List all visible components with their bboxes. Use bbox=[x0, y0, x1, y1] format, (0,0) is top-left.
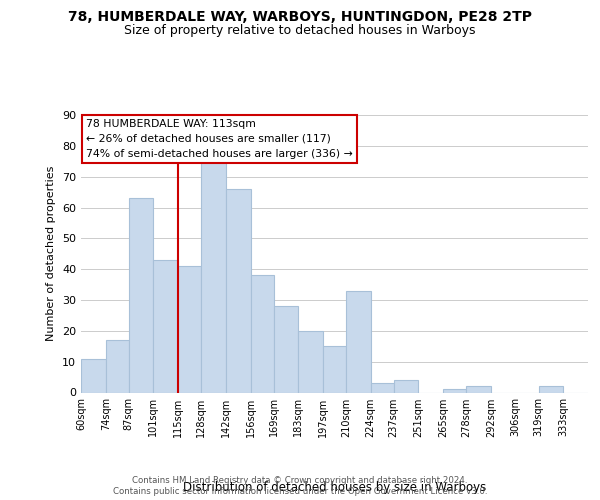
Bar bbox=[371, 383, 394, 392]
Bar bbox=[274, 306, 298, 392]
Text: Size of property relative to detached houses in Warboys: Size of property relative to detached ho… bbox=[124, 24, 476, 37]
Bar bbox=[298, 331, 323, 392]
X-axis label: Distribution of detached houses by size in Warboys: Distribution of detached houses by size … bbox=[183, 481, 486, 494]
Bar bbox=[539, 386, 563, 392]
Text: 78, HUMBERDALE WAY, WARBOYS, HUNTINGDON, PE28 2TP: 78, HUMBERDALE WAY, WARBOYS, HUNTINGDON,… bbox=[68, 10, 532, 24]
Bar bbox=[128, 198, 154, 392]
Text: Contains HM Land Registry data © Crown copyright and database right 2024.: Contains HM Land Registry data © Crown c… bbox=[132, 476, 468, 485]
Bar bbox=[226, 189, 251, 392]
Bar bbox=[81, 358, 106, 392]
Bar bbox=[443, 390, 466, 392]
Bar bbox=[346, 291, 371, 392]
Bar bbox=[323, 346, 346, 393]
Bar bbox=[178, 266, 201, 392]
Bar bbox=[201, 161, 226, 392]
Text: Contains public sector information licensed under the Open Government Licence v3: Contains public sector information licen… bbox=[113, 488, 487, 496]
Bar bbox=[394, 380, 418, 392]
Text: 78 HUMBERDALE WAY: 113sqm
← 26% of detached houses are smaller (117)
74% of semi: 78 HUMBERDALE WAY: 113sqm ← 26% of detac… bbox=[86, 119, 353, 159]
Bar bbox=[466, 386, 491, 392]
Bar bbox=[154, 260, 178, 392]
Y-axis label: Number of detached properties: Number of detached properties bbox=[46, 166, 56, 342]
Bar bbox=[251, 276, 274, 392]
Bar bbox=[106, 340, 128, 392]
